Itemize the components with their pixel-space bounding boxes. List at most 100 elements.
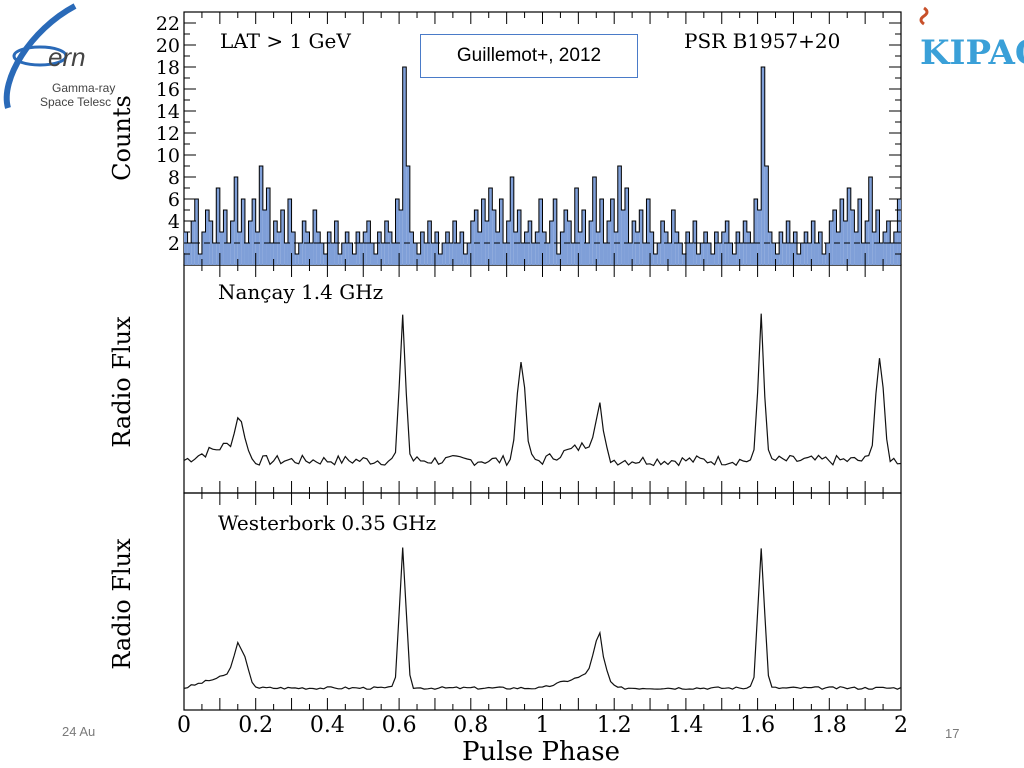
histogram-bar [327, 232, 331, 265]
histogram-bar [761, 67, 765, 265]
histogram-bar [212, 243, 217, 265]
histogram-bar [234, 177, 238, 265]
lat-panel-label: LAT > 1 GeV [220, 29, 351, 53]
histogram-bar [682, 254, 686, 265]
y-tick-label: 14 [156, 101, 180, 123]
histogram-bar [184, 232, 188, 265]
histogram-bar [467, 243, 471, 265]
y-tick-label: 4 [168, 211, 180, 233]
histogram-bar [822, 254, 826, 265]
histogram-bar [413, 243, 418, 265]
histogram-bar [420, 232, 425, 265]
x-tick-label: 1 [536, 713, 550, 738]
histogram-bar [402, 67, 407, 265]
histogram-bar [678, 243, 683, 265]
histogram-bar [754, 199, 758, 265]
histogram-bar [424, 243, 428, 265]
histogram-bar [417, 254, 421, 265]
x-tick-label: 1.6 [740, 713, 775, 738]
histogram-bar [757, 210, 762, 265]
y-tick-label: 22 [156, 13, 180, 35]
histogram-bar [782, 243, 787, 265]
histogram-bar [635, 232, 640, 265]
histogram-outline [184, 66, 901, 255]
histogram-bar [201, 232, 206, 265]
histogram-bar [696, 254, 701, 265]
histogram-bar [596, 232, 600, 265]
kipac-logo: KIPAC [919, 6, 1024, 73]
histogram-bar [470, 221, 475, 265]
histogram-bar [474, 210, 478, 265]
histogram-bar [850, 210, 855, 265]
histogram-bar [660, 221, 665, 265]
histogram-bar [617, 166, 622, 265]
westerbork-profile-line [183, 547, 902, 690]
histogram-bar [872, 232, 876, 265]
histogram-bar [700, 243, 704, 265]
histogram-bar [338, 254, 342, 265]
x-tick-label: 2 [894, 713, 908, 738]
y-tick-label: 16 [156, 79, 180, 101]
histogram-bar [252, 199, 256, 265]
histogram-bar [728, 243, 733, 265]
x-tick-label: 0.8 [453, 713, 488, 738]
histogram-bar [320, 243, 324, 265]
x-tick-label: 0.2 [238, 713, 273, 738]
y-tick-label: 10 [156, 145, 180, 167]
histogram-bar [603, 243, 608, 265]
lat-histogram [184, 66, 901, 265]
histogram-bar [248, 221, 253, 265]
histogram-bar [277, 232, 281, 265]
histogram-bar [295, 254, 299, 265]
histogram-bar [560, 232, 565, 265]
histogram-bar [667, 243, 672, 265]
x-tick-label: 0.6 [382, 713, 417, 738]
histogram-bar [646, 199, 651, 265]
histogram-bar [287, 199, 292, 265]
histogram-bar [836, 232, 841, 265]
histogram-bar [535, 232, 539, 265]
histogram-bar [388, 232, 392, 265]
histogram-bar [209, 221, 213, 265]
histogram-bar [262, 210, 267, 265]
histogram-bar [657, 243, 661, 265]
histogram-bar [531, 243, 536, 265]
histogram-bar [205, 210, 210, 265]
histogram-bar [707, 243, 711, 265]
histogram-bar [736, 232, 740, 265]
x-tick-label: 0.4 [310, 713, 345, 738]
x-tick-label: 1.8 [812, 713, 847, 738]
histogram-bar [194, 199, 199, 265]
histogram-bar [664, 232, 668, 265]
histogram-bar [449, 243, 453, 265]
histogram-bar [409, 232, 414, 265]
histogram-bar [266, 188, 271, 265]
westerbork-panel-label: Westerbork 0.35 GHz [218, 511, 436, 535]
slide-number: 17 [945, 726, 960, 741]
pulse-phase-x-axis: 0 0.2 0.4 0.6 0.8 1 1.2 1.4 1.6 1.8 2 [177, 12, 908, 738]
histogram-bar [370, 243, 375, 265]
histogram-bar [280, 210, 285, 265]
histogram-bar [305, 232, 310, 265]
histogram-bar [359, 243, 364, 265]
histogram-bar [883, 232, 887, 265]
histogram-bar [291, 232, 296, 265]
histogram-bar [460, 232, 464, 265]
histogram-bar [861, 243, 866, 265]
histogram-bar [524, 232, 529, 265]
histogram-bar [714, 232, 719, 265]
histogram-bar [316, 232, 321, 265]
histogram-bar [438, 254, 443, 265]
footer-date: 24 Au [62, 724, 96, 739]
histogram-bar [546, 243, 550, 265]
x-tick-label: 1.4 [668, 713, 703, 738]
fermi-line2: Space Telesc [40, 95, 111, 109]
counts-axis-title: Counts [108, 95, 136, 181]
pulse-phase-axis-title: Pulse Phase [462, 737, 620, 767]
histogram-bar [857, 199, 862, 265]
histogram-bar [854, 232, 858, 265]
nancay-axis-title: Radio Flux [108, 316, 136, 448]
histogram-bar [632, 221, 636, 265]
